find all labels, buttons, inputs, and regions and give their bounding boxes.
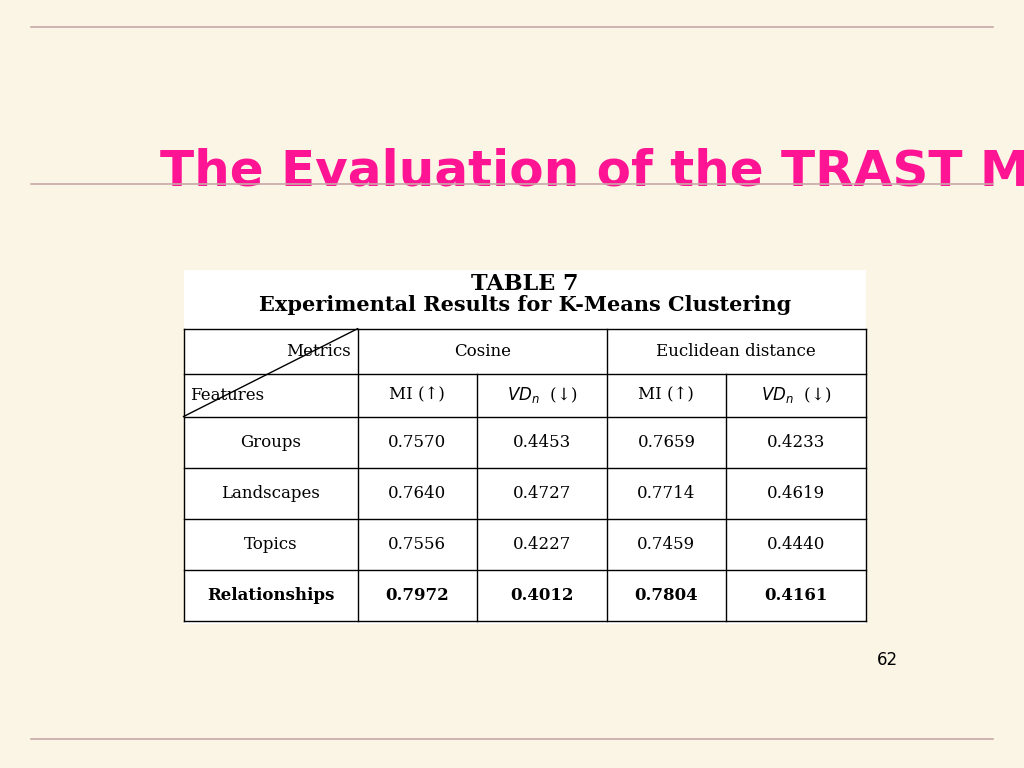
Text: 0.4227: 0.4227 — [513, 536, 571, 553]
Text: $VD_n$  (↓): $VD_n$ (↓) — [507, 386, 577, 406]
Text: Relationships: Relationships — [207, 588, 334, 604]
Text: TABLE 7: TABLE 7 — [471, 273, 579, 296]
Text: 0.4453: 0.4453 — [513, 434, 571, 451]
Text: The Evaluation of the TRAST Model: The Evaluation of the TRAST Model — [160, 148, 1024, 196]
Text: Cosine: Cosine — [454, 343, 511, 360]
Text: MI (↑): MI (↑) — [639, 387, 694, 404]
Text: 0.4233: 0.4233 — [767, 434, 825, 451]
Text: Topics: Topics — [244, 536, 297, 553]
Text: $VD_n$  (↓): $VD_n$ (↓) — [761, 386, 831, 406]
Text: 0.7556: 0.7556 — [388, 536, 446, 553]
Text: Landscapes: Landscapes — [221, 485, 321, 502]
Text: 62: 62 — [877, 650, 898, 669]
Text: 0.7714: 0.7714 — [637, 485, 695, 502]
Text: Experimental Results for K-Means Clustering: Experimental Results for K-Means Cluster… — [259, 295, 791, 315]
Text: 0.7640: 0.7640 — [388, 485, 446, 502]
Text: Euclidean distance: Euclidean distance — [656, 343, 816, 360]
FancyBboxPatch shape — [183, 270, 866, 624]
Text: 0.7972: 0.7972 — [385, 588, 450, 604]
Text: 0.4619: 0.4619 — [767, 485, 825, 502]
Text: MI (↑): MI (↑) — [389, 387, 445, 404]
Text: Groups: Groups — [240, 434, 301, 451]
Text: 0.4161: 0.4161 — [764, 588, 827, 604]
Text: 0.7459: 0.7459 — [637, 536, 695, 553]
Text: 0.7659: 0.7659 — [637, 434, 695, 451]
Text: 0.4012: 0.4012 — [510, 588, 573, 604]
Text: 0.7570: 0.7570 — [388, 434, 446, 451]
Text: 0.4727: 0.4727 — [513, 485, 571, 502]
Text: Features: Features — [189, 387, 264, 404]
Text: 0.7804: 0.7804 — [635, 588, 698, 604]
Text: Metrics: Metrics — [287, 343, 351, 360]
Text: 0.4440: 0.4440 — [767, 536, 825, 553]
